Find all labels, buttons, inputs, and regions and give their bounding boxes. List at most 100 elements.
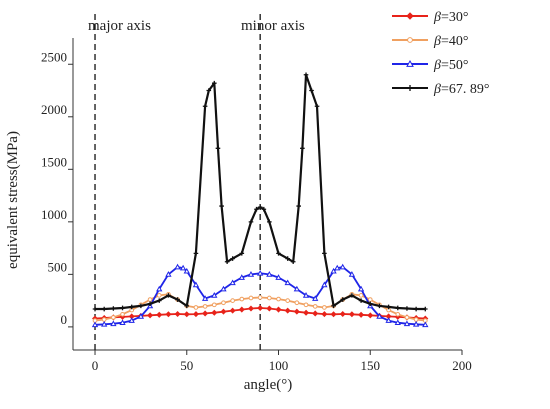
- data-point: [174, 310, 181, 317]
- data-point: [202, 304, 208, 309]
- data-point: [276, 251, 281, 256]
- data-point: [156, 311, 163, 318]
- data-point: [358, 298, 364, 303]
- data-point: [239, 296, 245, 302]
- data-point: [156, 298, 162, 303]
- data-point: [128, 317, 135, 323]
- annotation-minor-axis: minor axis: [241, 18, 305, 34]
- data-point: [257, 295, 263, 300]
- axes: [72, 38, 462, 351]
- data-point: [376, 313, 383, 319]
- data-point: [183, 311, 190, 318]
- series-group: [92, 291, 428, 323]
- data-point: [174, 263, 181, 270]
- data-point: [312, 295, 319, 301]
- data-point: [147, 312, 154, 319]
- data-point: [331, 303, 336, 309]
- data-point: [406, 12, 414, 20]
- data-point: [303, 72, 309, 78]
- data-point: [192, 311, 199, 318]
- x-tick-label: 0: [92, 358, 99, 373]
- data-point: [165, 271, 172, 277]
- data-point: [322, 305, 327, 310]
- data-point: [239, 251, 245, 256]
- y-tick-label: 0: [61, 312, 68, 327]
- data-point: [423, 306, 428, 312]
- data-point: [358, 311, 365, 318]
- data-point: [193, 251, 199, 256]
- data-point: [248, 219, 254, 225]
- data-point: [340, 297, 346, 302]
- data-point: [110, 320, 117, 327]
- data-point: [91, 321, 99, 328]
- data-point: [101, 317, 107, 322]
- data-point: [238, 306, 245, 313]
- data-point: [296, 203, 301, 209]
- data-point: [230, 298, 235, 303]
- data-point: [367, 312, 374, 319]
- data-point: [266, 295, 272, 301]
- reference-lines: [94, 14, 261, 350]
- data-point: [357, 285, 365, 292]
- data-point: [111, 315, 116, 320]
- data-point: [137, 313, 145, 319]
- data-point: [175, 297, 180, 302]
- data-point: [303, 302, 309, 308]
- series-layer: [91, 72, 429, 328]
- data-point: [220, 285, 227, 292]
- data-point: [206, 88, 212, 93]
- data-point: [257, 304, 264, 311]
- data-point: [202, 103, 208, 109]
- data-point: [349, 293, 355, 298]
- data-point: [339, 263, 346, 270]
- data-point: [309, 88, 314, 93]
- data-point: [395, 305, 401, 311]
- data-point: [321, 281, 328, 288]
- legend-label: β=30°: [433, 10, 468, 25]
- data-point: [248, 295, 254, 301]
- legend-item: β=67. 89°: [392, 82, 489, 97]
- y-tick-label: 1000: [41, 207, 67, 222]
- data-point: [101, 306, 107, 312]
- x-tick-label: 100: [269, 358, 289, 373]
- data-point: [303, 309, 310, 316]
- data-point: [254, 206, 259, 212]
- data-point: [348, 311, 355, 318]
- data-point: [314, 103, 320, 109]
- data-point: [276, 296, 281, 302]
- data-point: [386, 304, 391, 310]
- data-point: [165, 311, 172, 318]
- data-point: [275, 274, 282, 280]
- data-point: [120, 311, 125, 317]
- data-point: [211, 80, 217, 86]
- data-point: [321, 311, 328, 318]
- data-point: [404, 306, 410, 311]
- y-tick-label: 2000: [41, 102, 67, 117]
- data-point: [330, 267, 337, 274]
- x-tick-label: 150: [361, 358, 381, 373]
- data-point: [229, 279, 236, 286]
- data-point: [221, 300, 226, 306]
- data-point: [284, 307, 291, 314]
- legend: β=30° β=40° β=50° β=67. 89°: [392, 10, 489, 97]
- data-point: [193, 305, 199, 310]
- data-point: [300, 146, 305, 151]
- data-point: [138, 303, 144, 309]
- data-point: [266, 305, 273, 312]
- data-point: [385, 317, 392, 323]
- data-point: [377, 303, 382, 309]
- data-point: [312, 310, 319, 317]
- data-point: [119, 319, 126, 326]
- data-point: [293, 308, 300, 315]
- data-point: [413, 317, 419, 322]
- data-point: [215, 146, 221, 151]
- data-point: [412, 320, 420, 327]
- data-point: [404, 315, 410, 320]
- data-point: [147, 297, 153, 302]
- data-point: [358, 293, 364, 298]
- data-point: [92, 306, 98, 312]
- x-axis-label: angle(°): [244, 377, 292, 393]
- data-point: [284, 279, 291, 286]
